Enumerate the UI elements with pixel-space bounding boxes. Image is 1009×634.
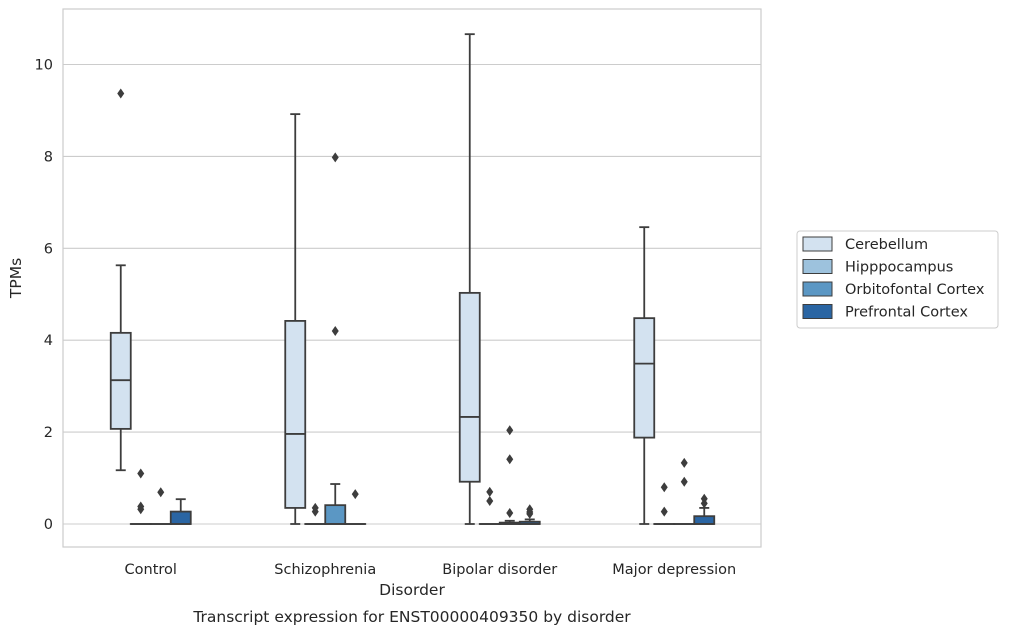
legend: Cerebellum Hipppocampus Orbitofontal Corte… bbox=[796, 230, 999, 329]
plot-area bbox=[109, 33, 716, 525]
outlier-point bbox=[680, 476, 688, 487]
box-group bbox=[693, 493, 716, 525]
box-group bbox=[149, 487, 172, 525]
outlier-point bbox=[157, 487, 165, 498]
outlier-point bbox=[486, 496, 494, 507]
x-tick-labels: Control Schizophrenia Bipolar disorder Majo… bbox=[125, 562, 737, 578]
x-tick-label: Major depression bbox=[612, 562, 736, 578]
outlier-point bbox=[506, 454, 514, 465]
legend-label: Orbitofontal Cortex bbox=[845, 282, 985, 298]
legend-frame bbox=[796, 230, 999, 329]
box-group bbox=[324, 152, 347, 525]
outlier-point bbox=[506, 425, 514, 436]
outlier-point bbox=[117, 88, 125, 99]
outlier-point bbox=[486, 486, 494, 497]
box-group bbox=[129, 468, 152, 525]
legend-swatch bbox=[802, 259, 833, 274]
box-group bbox=[344, 489, 367, 525]
box bbox=[169, 510, 192, 525]
y-tick-label: 6 bbox=[44, 241, 53, 257]
outlier-point bbox=[660, 482, 668, 493]
box-group bbox=[169, 498, 192, 525]
y-tick-label: 4 bbox=[44, 333, 53, 349]
outlier-point bbox=[331, 326, 339, 337]
outlier-point bbox=[137, 504, 145, 515]
legend-swatch bbox=[802, 281, 833, 297]
outlier-point bbox=[660, 506, 668, 517]
x-tick-label: Bipolar disorder bbox=[442, 562, 557, 578]
x-axis-label: Disorder bbox=[379, 581, 445, 599]
box bbox=[324, 504, 347, 525]
outlier-point bbox=[526, 508, 534, 519]
legend-swatch bbox=[802, 304, 833, 319]
box-group bbox=[653, 482, 676, 525]
y-tick-label: 0 bbox=[44, 517, 53, 533]
box-group bbox=[109, 88, 132, 472]
box-group bbox=[673, 457, 696, 525]
y-axis-label: TPMs bbox=[7, 258, 25, 299]
box-group bbox=[478, 486, 501, 525]
outlier-point bbox=[137, 468, 145, 479]
box bbox=[284, 320, 307, 509]
x-tick-label: Control bbox=[125, 562, 177, 578]
legend-label: Cerebellum bbox=[845, 237, 928, 253]
outlier-point bbox=[311, 506, 319, 517]
y-tick-label: 2 bbox=[44, 425, 53, 441]
chart-caption: Transcript expression for ENST0000040935… bbox=[192, 608, 631, 626]
box-group bbox=[633, 226, 656, 525]
box-group bbox=[458, 33, 481, 525]
legend-label: Prefrontal Cortex bbox=[845, 305, 968, 321]
legend-swatch bbox=[802, 236, 833, 252]
legend-label: Hipppocampus bbox=[845, 260, 953, 276]
box-group bbox=[498, 425, 521, 525]
outlier-point bbox=[700, 498, 708, 509]
box-group bbox=[304, 502, 327, 525]
outlier-point bbox=[680, 457, 688, 468]
grid bbox=[63, 63, 761, 525]
y-tick-label: 10 bbox=[35, 58, 53, 74]
box-group bbox=[284, 113, 307, 525]
outlier-point bbox=[506, 507, 514, 518]
box-group bbox=[518, 504, 541, 525]
box bbox=[693, 515, 716, 525]
y-tick-labels: 0 2 4 6 8 10 bbox=[35, 58, 53, 534]
outlier-point bbox=[351, 489, 359, 500]
x-tick-label: Schizophrenia bbox=[274, 562, 376, 578]
box bbox=[633, 317, 656, 439]
box bbox=[458, 291, 481, 483]
plot-frame bbox=[62, 8, 762, 548]
outlier-point bbox=[331, 152, 339, 163]
y-tick-label: 8 bbox=[44, 149, 53, 165]
